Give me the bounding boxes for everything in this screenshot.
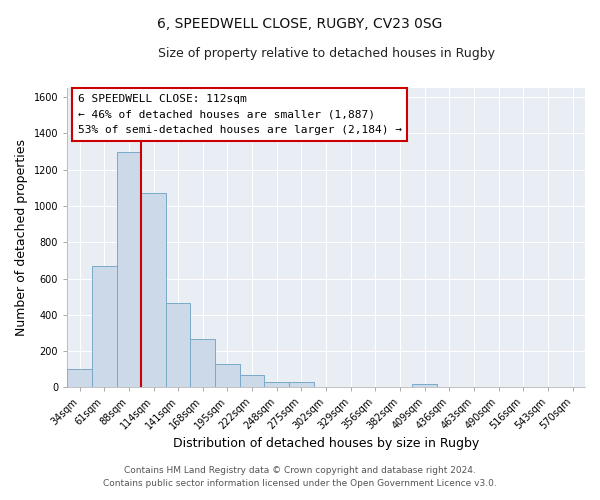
Bar — [92, 266, 116, 388]
X-axis label: Distribution of detached houses by size in Rugby: Distribution of detached houses by size … — [173, 437, 479, 450]
Bar — [265, 382, 289, 388]
Bar — [67, 370, 92, 388]
Text: Contains HM Land Registry data © Crown copyright and database right 2024.
Contai: Contains HM Land Registry data © Crown c… — [103, 466, 497, 487]
Bar — [141, 194, 166, 388]
Bar — [240, 374, 265, 388]
Bar — [116, 152, 141, 388]
Bar — [289, 382, 314, 388]
Text: 6 SPEEDWELL CLOSE: 112sqm
← 46% of detached houses are smaller (1,887)
53% of se: 6 SPEEDWELL CLOSE: 112sqm ← 46% of detac… — [77, 94, 401, 135]
Bar — [215, 364, 240, 388]
Title: Size of property relative to detached houses in Rugby: Size of property relative to detached ho… — [158, 48, 494, 60]
Bar — [166, 303, 190, 388]
Y-axis label: Number of detached properties: Number of detached properties — [15, 139, 28, 336]
Bar — [190, 340, 215, 388]
Bar — [412, 384, 437, 388]
Text: 6, SPEEDWELL CLOSE, RUGBY, CV23 0SG: 6, SPEEDWELL CLOSE, RUGBY, CV23 0SG — [157, 18, 443, 32]
